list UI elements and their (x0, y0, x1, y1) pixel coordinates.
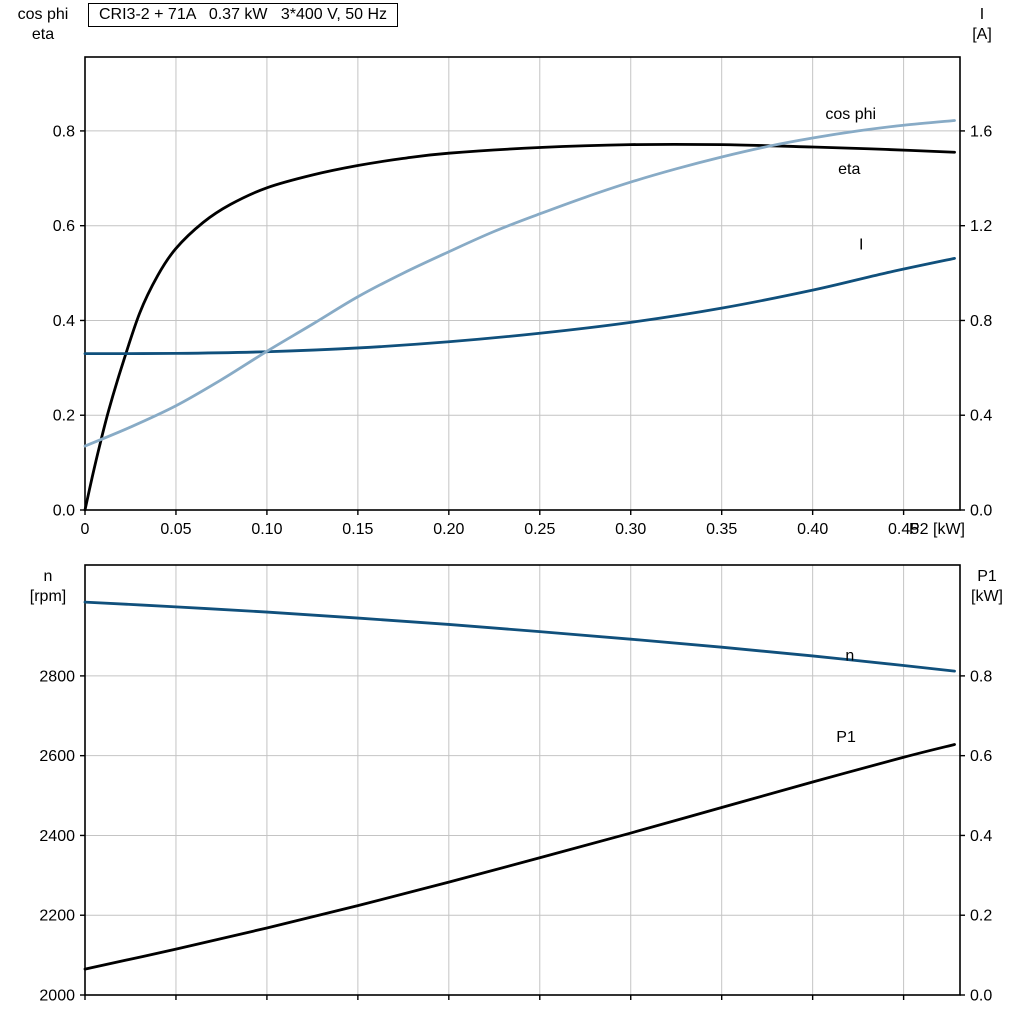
axis-title-cos-phi: cos phi (17, 6, 69, 23)
x-tick-label: 0.30 (615, 521, 646, 538)
y-left-tick-label: 0.4 (53, 313, 75, 330)
plot-border (84, 56, 961, 511)
curve-cos-phi (83, 119, 956, 448)
curve-label-cos-phi: cos phi (825, 106, 876, 123)
axis-title-current: I (979, 6, 985, 23)
axis-title-p1-unit: [kW] (971, 588, 1003, 605)
curve-eta (83, 142, 956, 512)
y-left-tick-label: 2800 (39, 668, 75, 685)
y-left-tick-label: 2200 (39, 908, 75, 925)
bottom-left-axis-title: n [rpm] (5, 567, 91, 607)
axis-title-current-unit: [A] (972, 26, 992, 43)
top-left-axis-title: cos phi eta (2, 5, 84, 45)
y-left-tick-label: 0.2 (53, 408, 75, 425)
y-right-tick-label: 1.6 (970, 123, 992, 140)
y-right-tick-label: 1.2 (970, 218, 992, 235)
x-tick-label: 0.10 (251, 521, 282, 538)
y-right-tick-label: 0.0 (970, 988, 992, 1005)
y-left-tick-label: 0.6 (53, 218, 75, 235)
curve-label-eta: eta (838, 161, 860, 178)
curve-label-current: I (859, 236, 863, 253)
axis-title-speed: n (43, 568, 53, 585)
plot-border (84, 564, 961, 996)
curve-label-speed: n (845, 648, 854, 665)
y-right-tick-label: 0.4 (970, 828, 992, 845)
bottom-chart-panel: 2000 2200 2400 2600 2800 0.0 0.2 0.4 0.6 0.8 n P1 (39, 564, 992, 1005)
bottom-right-axis-title: P1 [kW] (956, 567, 1018, 607)
axis-title-p1: P1 (977, 568, 997, 585)
top-right-axis-title: I [A] (952, 5, 1012, 45)
top-chart-panel: 0 0.05 0.10 0.15 0.20 0.25 0.30 0.35 0.40 0.45 0.0… (53, 56, 992, 538)
y-left-tick-label: 0.8 (53, 123, 75, 140)
y-right-tick-label: 0.4 (970, 408, 992, 425)
x-tick-label: 0.40 (797, 521, 828, 538)
y-left-tick-label: 2400 (39, 828, 75, 845)
curve-p1 (83, 743, 956, 971)
y-right-tick-label: 0.6 (970, 748, 992, 765)
axis-title-eta: eta (31, 26, 55, 43)
curve-speed (83, 600, 956, 673)
y-right-tick-label: 0.8 (970, 313, 992, 330)
x-tick-label: 0 (81, 521, 90, 538)
x-tick-label: 0.35 (706, 521, 737, 538)
x-tick-label: 0.05 (160, 521, 191, 538)
x-axis-title: P2 [kW] (908, 521, 965, 538)
axis-title-speed-unit: [rpm] (29, 588, 67, 605)
curve-current (83, 256, 956, 356)
x-tick-label: 0.20 (433, 521, 464, 538)
y-right-tick-label: 0.8 (970, 668, 992, 685)
chart-title: CRI3-2 + 71A 0.37 kW 3*400 V, 50 Hz (88, 3, 399, 27)
y-left-tick-label: 0.0 (53, 503, 75, 520)
x-tick-label: 0.15 (342, 521, 373, 538)
y-left-tick-label: 2000 (39, 988, 75, 1005)
curve-label-p1: P1 (836, 729, 856, 746)
x-tick-label: 0.45 (888, 521, 919, 538)
y-right-tick-label: 0.0 (970, 503, 992, 520)
y-left-tick-label: 2600 (39, 748, 75, 765)
x-tick-label: 0.25 (524, 521, 555, 538)
y-right-tick-label: 0.2 (970, 908, 992, 925)
